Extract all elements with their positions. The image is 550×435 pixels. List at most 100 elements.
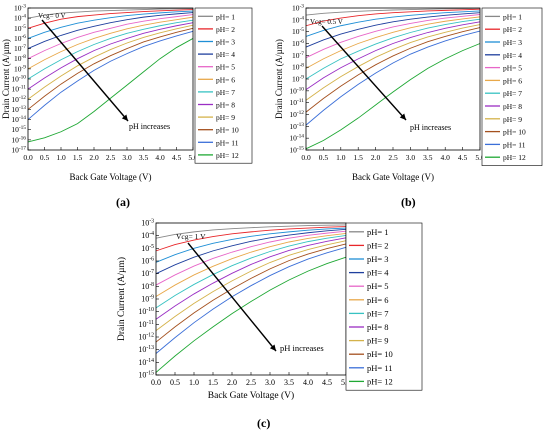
x-tick-label: 5.0 [475,153,485,162]
x-axis-label: Back Gate Voltage (V) [352,172,434,182]
x-tick-label: 2.0 [371,153,381,162]
y-tick-label: 10-6 [141,257,154,266]
y-tick-label: 10-12 [11,95,26,104]
y-tick-label: 10-11 [290,98,305,107]
legend-entry: pH= 1 [503,12,522,21]
y-tick-label: 10-3 [14,4,26,13]
y-tick-label: 10-5 [141,244,154,253]
legend-entry: pH= 8 [503,102,522,111]
series-line-ph-10 [155,243,347,343]
legend-entry: pH= 9 [216,113,235,122]
vcg-annotation: Vcg= 0 V [38,12,66,20]
legend-entry: pH= 5 [503,64,522,73]
x-tick-label: 4.5 [458,153,468,162]
y-tick-label: 10-15 [138,371,154,380]
legend-entry: pH= 12 [503,153,526,162]
y-tick-label: 10-3 [292,4,304,13]
series-line-ph-1 [305,7,481,16]
y-tick-label: 10-10 [289,86,304,95]
y-tick-label: 10-15 [11,125,26,134]
x-tick-label: 3.5 [139,153,149,162]
x-tick-label: 4.0 [303,378,313,387]
y-axis-label: Drain Current (A/µm) [274,39,284,119]
legend-entry: pH= 3 [367,254,389,264]
legend-entry: pH= 3 [503,38,522,47]
legend-entry: pH= 11 [503,140,526,149]
y-tick-label: 10-14 [11,115,26,124]
legend-entry: pH= 10 [216,126,239,135]
series-line-ph-4 [27,12,194,49]
panel-caption-b: (b) [401,195,416,209]
trend-arrow-head [121,114,128,121]
legend-entry: pH= 5 [367,281,389,291]
y-tick-label: 10-8 [14,54,26,63]
series-line-ph-6 [27,16,194,70]
legend-entry: pH= 9 [367,336,389,346]
panel-caption-a: (a) [116,195,130,209]
series-line-ph-4 [305,12,481,48]
x-tick-label: 0.0 [301,153,311,162]
x-tick-label: 2.0 [227,378,237,387]
x-tick-label: 2.5 [246,378,256,387]
y-tick-label: 10-5 [14,24,26,33]
series-line-ph-7 [155,234,347,309]
x-tick-label: 2.0 [89,153,99,162]
series-line-ph-10 [27,27,194,110]
legend-entry: pH= 9 [503,115,522,124]
plot-frame [305,7,481,151]
x-tick-label: 3.5 [284,378,294,387]
y-tick-label: 10-11 [12,85,27,94]
series-line-ph-3 [155,227,347,263]
chart-panel-b: 10-3 10-4 10-5 10-6 10-7 10-8 10-9 10-10 10-11 10… [274,4,543,182]
series-line-ph-5 [27,14,194,60]
y-tick-label: 10-5 [292,27,304,36]
x-tick-label: 0.0 [23,153,33,162]
x-tick-label: 1.5 [208,378,218,387]
series-line-ph-6 [155,232,347,297]
legend-entry: pH= 8 [367,322,389,332]
legend-entry: pH= 6 [367,295,389,305]
series-line-ph-2 [155,226,347,252]
series-line-ph-11 [305,30,481,126]
y-tick-label: 10-3 [141,219,154,228]
legend-box [345,222,423,391]
legend-entry: pH= 12 [216,151,239,160]
legend-entry: pH= 11 [367,363,393,373]
legend-entry: pH= 6 [503,76,522,85]
series-line-ph-7 [27,19,194,80]
legend-entry: pH= 10 [367,349,393,359]
trend-arrow-line [321,25,407,121]
x-tick-label: 0.5 [40,153,50,162]
x-tick-label: 0.5 [319,153,329,162]
y-tick-label: 10-6 [14,34,26,43]
legend-entry: pH= 6 [216,75,235,84]
series-line-ph-8 [305,21,481,91]
series-line-ph-8 [155,237,347,320]
series-line-ph-3 [27,10,194,39]
legend-entry: pH= 12 [367,376,393,386]
series-line-ph-11 [27,30,194,120]
legend-entry: pH= 11 [216,138,239,147]
x-tick-label: 2.5 [388,153,398,162]
y-tick-label: 10-4 [292,15,304,24]
legend-entry: pH= 8 [216,101,235,110]
x-tick-label: 4.0 [441,153,451,162]
series-line-ph-5 [155,230,347,286]
trend-arrow-line [41,19,129,122]
x-axis-label: Back Gate Voltage (V) [208,390,294,401]
y-tick-label: 10-6 [292,39,304,48]
x-tick-label: 2.5 [106,153,116,162]
y-tick-label: 10-9 [141,295,154,304]
legend-entry: pH= 7 [503,89,522,98]
x-tick-label: 3.5 [423,153,433,162]
series-line-ph-9 [27,24,194,100]
y-tick-label: 10-11 [139,320,155,329]
trend-annotation: pH increases [410,123,451,132]
x-tick-label: 4.0 [155,153,165,162]
series-line-ph-2 [27,9,194,29]
legend-entry: pH= 10 [503,128,526,137]
series-line-ph-4 [155,228,347,275]
trend-arrow-head [269,344,276,351]
series-line-ph-12 [305,43,481,150]
legend-entry: pH= 4 [216,50,235,59]
